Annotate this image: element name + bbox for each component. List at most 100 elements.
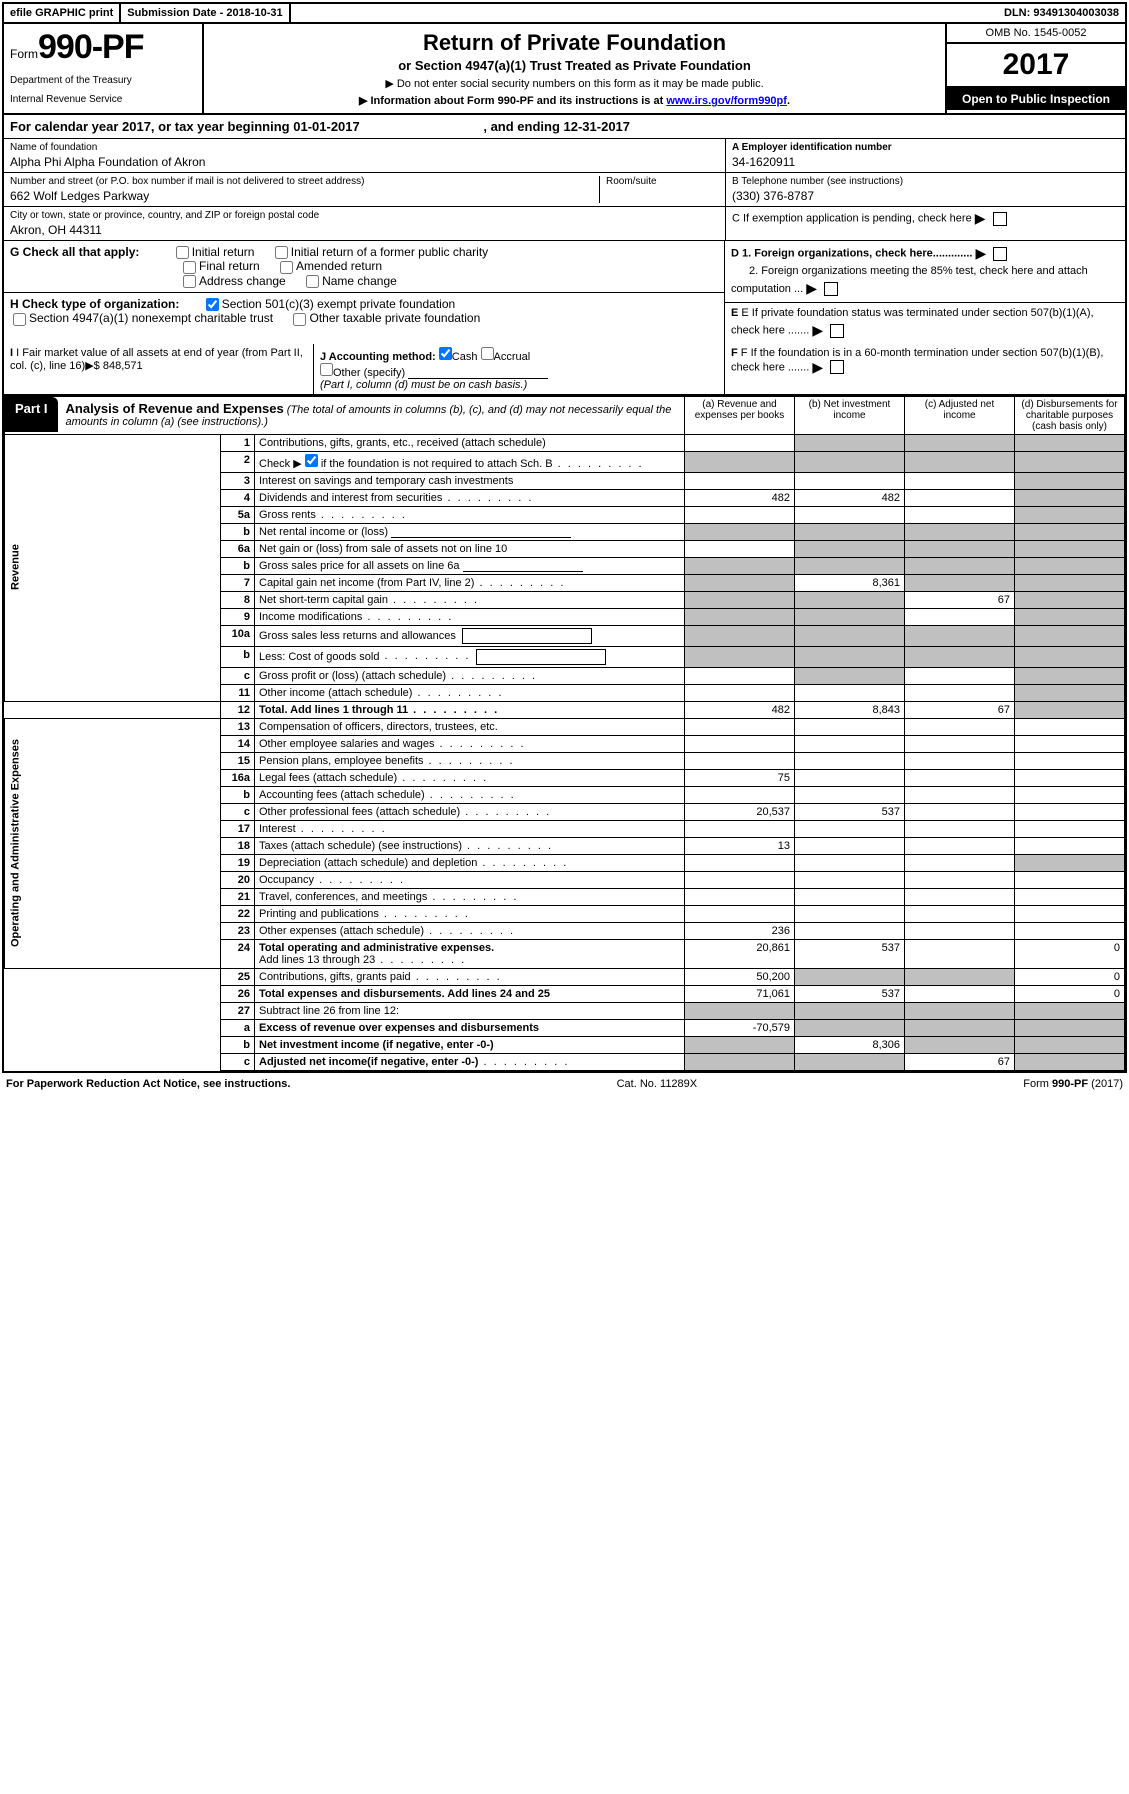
foundation-name: Alpha Phi Alpha Foundation of Akron — [10, 155, 719, 169]
form-number: 990-PF — [38, 28, 144, 66]
top-bar: efile GRAPHIC print Submission Date - 20… — [4, 4, 1125, 24]
checkbox-e[interactable] — [830, 324, 844, 338]
col-c-header: (c) Adjusted net income — [905, 396, 1015, 434]
section-g: G Check all that apply: Initial return I… — [4, 241, 724, 293]
line-16b: Accounting fees (attach schedule) — [255, 786, 685, 803]
open-inspection: Open to Public Inspection — [947, 88, 1125, 110]
calendar-year-row: For calendar year 2017, or tax year begi… — [4, 115, 1125, 139]
efile-print: efile GRAPHIC print — [4, 4, 121, 22]
line-10c: Gross profit or (loss) (attach schedule) — [255, 667, 685, 684]
checkbox-501c3[interactable] — [206, 298, 219, 311]
line-27b: Net investment income (if negative, ente… — [255, 1036, 685, 1053]
form-title: Return of Private Foundation — [210, 30, 939, 56]
line-10b: Less: Cost of goods sold — [255, 646, 685, 667]
irs-link[interactable]: www.irs.gov/form990pf — [666, 95, 787, 107]
checkbox-other-taxable[interactable] — [293, 313, 306, 326]
line-13: Compensation of officers, directors, tru… — [255, 718, 685, 735]
line-19: Depreciation (attach schedule) and deple… — [255, 854, 685, 871]
checkbox-address-change[interactable] — [183, 275, 196, 288]
line-17: Interest — [255, 820, 685, 837]
header-right: OMB No. 1545-0052 2017 Open to Public In… — [945, 24, 1125, 113]
line-20: Occupancy — [255, 871, 685, 888]
line-18: Taxes (attach schedule) (see instruction… — [255, 837, 685, 854]
section-e: E E If private foundation status was ter… — [725, 303, 1125, 344]
line-1: Contributions, gifts, grants, etc., rece… — [255, 434, 685, 451]
col-d-header: (d) Disbursements for charitable purpose… — [1015, 396, 1125, 434]
dln: DLN: 93491304003038 — [998, 4, 1125, 22]
line-12: Total. Add lines 1 through 11 — [255, 701, 685, 718]
form-header: Form990-PF Department of the Treasury In… — [4, 24, 1125, 115]
line-27: Subtract line 26 from line 12: — [255, 1002, 685, 1019]
line-26: Total expenses and disbursements. Add li… — [255, 985, 685, 1002]
phone-value: (330) 376-8787 — [732, 189, 1119, 203]
line-8: Net short-term capital gain — [255, 591, 685, 608]
dept-treasury: Department of the Treasury — [10, 75, 196, 86]
col-a-header: (a) Revenue and expenses per books — [685, 396, 795, 434]
form-ref: Form 990-PF (2017) — [1023, 1078, 1123, 1090]
ein-value: 34-1620911 — [732, 155, 1119, 169]
line-3: Interest on savings and temporary cash i… — [255, 472, 685, 489]
expenses-label: Operating and Administrative Expenses — [5, 718, 221, 968]
checkbox-cash[interactable] — [439, 347, 452, 360]
line-14: Other employee salaries and wages — [255, 735, 685, 752]
entity-block: Name of foundation Alpha Phi Alpha Found… — [4, 139, 1125, 241]
line-4: Dividends and interest from securities — [255, 489, 685, 506]
section-d: D 1. Foreign organizations, check here..… — [725, 241, 1125, 303]
checkbox-final-return[interactable] — [183, 261, 196, 274]
irs-label: Internal Revenue Service — [10, 94, 196, 105]
checkbox-name-change[interactable] — [306, 275, 319, 288]
section-f: F F If the foundation is in a 60-month t… — [725, 344, 1125, 394]
checkbox-accrual[interactable] — [481, 347, 494, 360]
form-subtitle: or Section 4947(a)(1) Trust Treated as P… — [210, 58, 939, 73]
checkbox-c[interactable] — [993, 212, 1007, 226]
form-prefix: Form — [10, 47, 38, 61]
ein-cell: A Employer identification number 34-1620… — [726, 139, 1125, 173]
checkbox-sch-b[interactable] — [305, 454, 318, 467]
page-footer: For Paperwork Reduction Act Notice, see … — [0, 1075, 1129, 1093]
city-cell: City or town, state or province, country… — [4, 207, 725, 240]
part1-tag: Part I — [5, 397, 58, 432]
line-22: Printing and publications — [255, 905, 685, 922]
line-2: Check ▶ if the foundation is not require… — [255, 451, 685, 472]
instructions-link-row: ▶ Information about Form 990-PF and its … — [210, 94, 939, 107]
omb-number: OMB No. 1545-0052 — [947, 24, 1125, 44]
header-left: Form990-PF Department of the Treasury In… — [4, 24, 204, 113]
line-9: Income modifications — [255, 608, 685, 625]
line-11: Other income (attach schedule) — [255, 684, 685, 701]
checkbox-f[interactable] — [830, 360, 844, 374]
section-i-j-f: I I Fair market value of all assets at e… — [4, 344, 1125, 396]
line-16c: Other professional fees (attach schedule… — [255, 803, 685, 820]
line-27c: Adjusted net income(if negative, enter -… — [255, 1053, 685, 1070]
foundation-name-cell: Name of foundation Alpha Phi Alpha Found… — [4, 139, 725, 173]
submission-date: Submission Date - 2018-10-31 — [121, 4, 290, 22]
ssn-warning: ▶ Do not enter social security numbers o… — [210, 77, 939, 90]
line-16a: Legal fees (attach schedule) — [255, 769, 685, 786]
paperwork-notice: For Paperwork Reduction Act Notice, see … — [6, 1078, 290, 1090]
city-state-zip: Akron, OH 44311 — [10, 223, 719, 237]
line-21: Travel, conferences, and meetings — [255, 888, 685, 905]
line-10a: Gross sales less returns and allowances — [255, 625, 685, 646]
form-990pf: efile GRAPHIC print Submission Date - 20… — [2, 2, 1127, 1073]
checkbox-other-method[interactable] — [320, 363, 333, 376]
revenue-label: Revenue — [5, 434, 221, 701]
address-cell: Number and street (or P.O. box number if… — [4, 173, 725, 207]
room-suite-label: Room/suite — [606, 176, 719, 187]
line-15: Pension plans, employee benefits — [255, 752, 685, 769]
fmv-value: 848,571 — [103, 360, 143, 372]
line-5a: Gross rents — [255, 506, 685, 523]
phone-cell: B Telephone number (see instructions) (3… — [726, 173, 1125, 207]
section-i: I I Fair market value of all assets at e… — [4, 344, 314, 394]
checkbox-d1[interactable] — [993, 247, 1007, 261]
checkbox-d2[interactable] — [824, 282, 838, 296]
part1-table: Part I Analysis of Revenue and Expenses … — [4, 396, 1125, 1071]
checkbox-4947a1[interactable] — [13, 313, 26, 326]
line-6a: Net gain or (loss) from sale of assets n… — [255, 540, 685, 557]
header-mid: Return of Private Foundation or Section … — [204, 24, 945, 113]
col-b-header: (b) Net investment income — [795, 396, 905, 434]
checkbox-amended-return[interactable] — [280, 261, 293, 274]
line-6b: Gross sales price for all assets on line… — [255, 557, 685, 574]
checkbox-initial-return[interactable] — [176, 246, 189, 259]
line-5b: Net rental income or (loss) — [255, 523, 685, 540]
cat-number: Cat. No. 11289X — [617, 1078, 698, 1090]
checkbox-initial-public[interactable] — [275, 246, 288, 259]
